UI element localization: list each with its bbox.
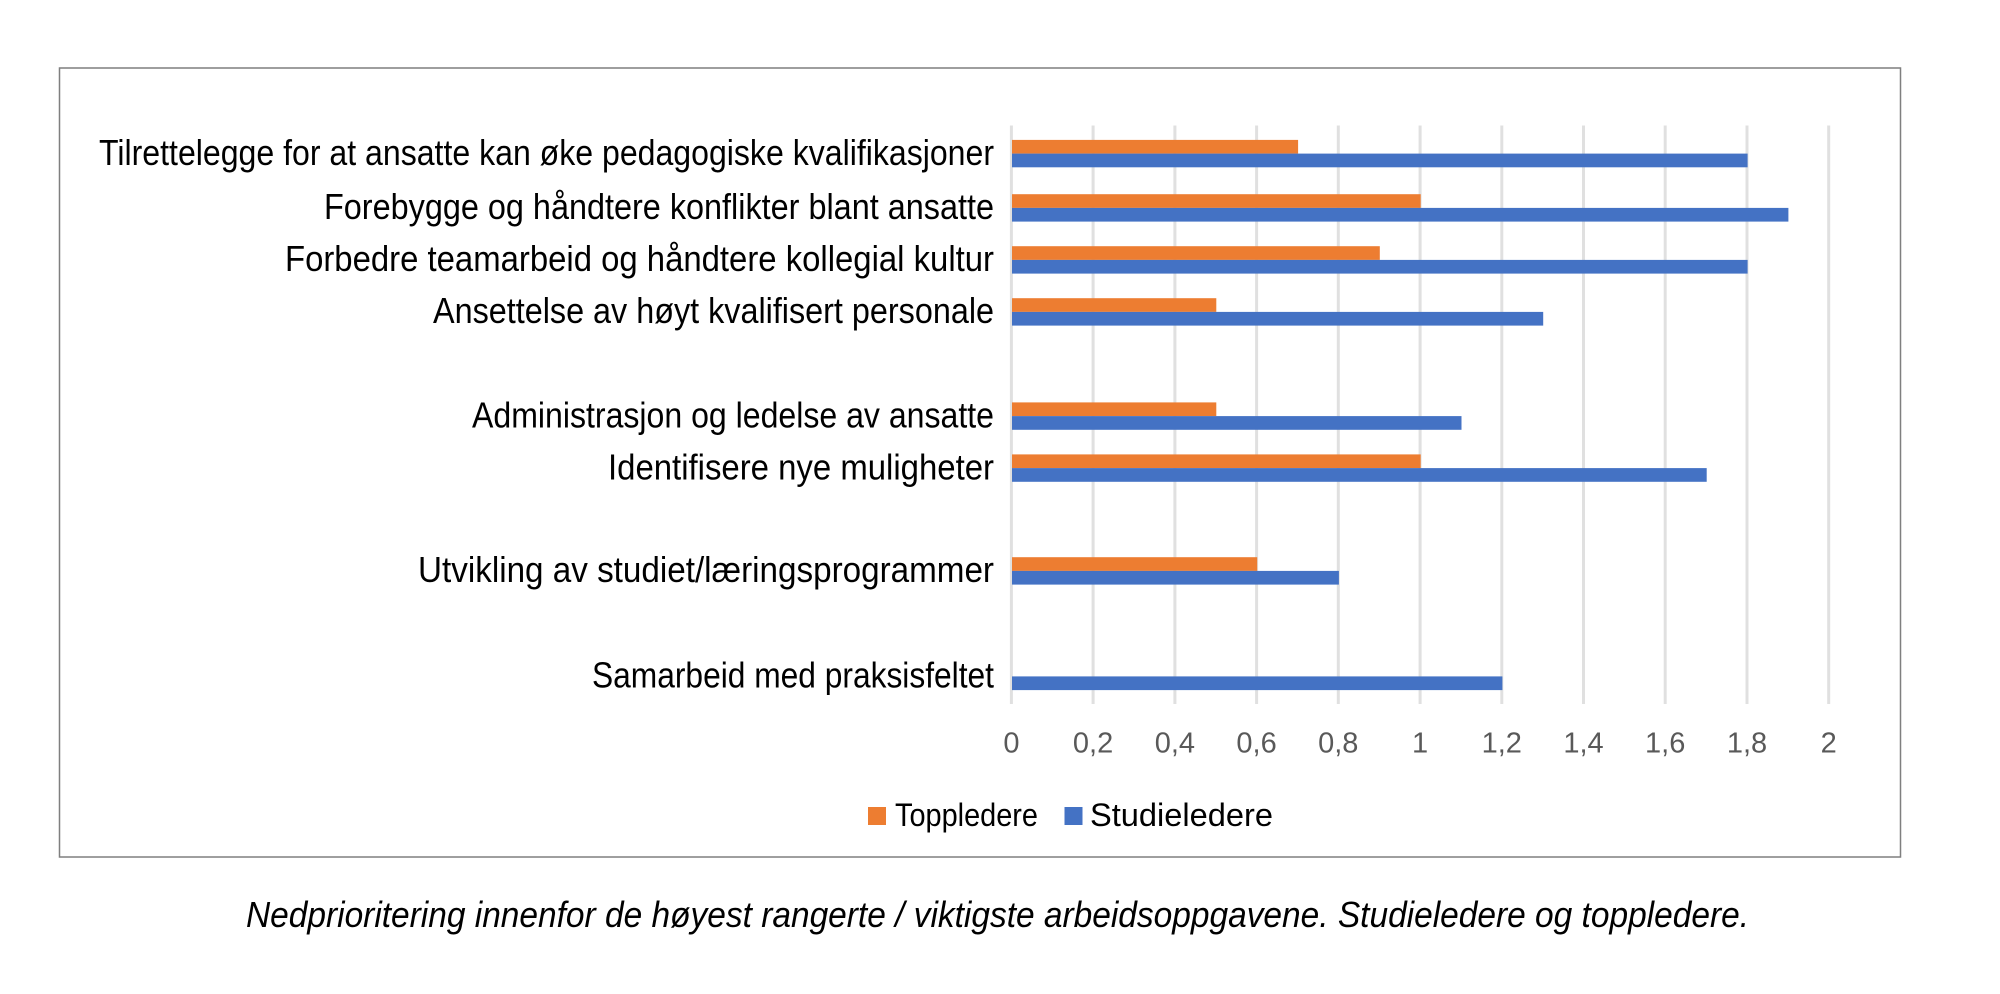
- svg-text:2: 2: [1821, 728, 1837, 760]
- svg-text:1,4: 1,4: [1563, 728, 1603, 760]
- svg-text:1,6: 1,6: [1645, 728, 1685, 760]
- svg-text:0: 0: [1003, 728, 1019, 760]
- svg-text:Administrasjon og ledelse av a: Administrasjon og ledelse av ansatte: [472, 394, 994, 435]
- svg-text:0,6: 0,6: [1236, 728, 1276, 760]
- svg-text:0,8: 0,8: [1318, 728, 1358, 760]
- svg-text:Nedprioritering innenfor de hø: Nedprioritering innenfor de høyest range…: [246, 894, 1749, 935]
- svg-text:Samarbeid med praksisfeltet: Samarbeid med praksisfeltet: [592, 655, 994, 696]
- svg-text:Tilrettelegge for at ansatte k: Tilrettelegge for at ansatte kan øke ped…: [99, 132, 994, 173]
- svg-text:Studieledere: Studieledere: [1090, 797, 1273, 833]
- svg-text:1,8: 1,8: [1727, 728, 1767, 760]
- svg-text:Ansettelse av høyt kvalifisert: Ansettelse av høyt kvalifisert personale: [433, 290, 994, 331]
- svg-text:0,2: 0,2: [1073, 728, 1113, 760]
- svg-text:Identifisere nye muligheter: Identifisere nye muligheter: [608, 446, 994, 487]
- svg-text:Utvikling av studiet/læringspr: Utvikling av studiet/læringsprogrammer: [418, 549, 994, 590]
- svg-text:Toppledere: Toppledere: [895, 797, 1038, 833]
- svg-text:0,4: 0,4: [1155, 728, 1195, 760]
- svg-text:Forebygge og håndtere konflikt: Forebygge og håndtere konflikter blant a…: [324, 186, 994, 227]
- svg-text:1,2: 1,2: [1482, 728, 1522, 760]
- svg-text:Forbedre teamarbeid og håndter: Forbedre teamarbeid og håndtere kollegia…: [285, 238, 994, 279]
- svg-text:1: 1: [1412, 728, 1428, 760]
